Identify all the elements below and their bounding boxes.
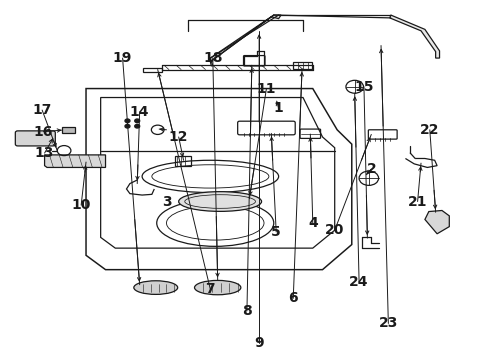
Text: 15: 15 <box>353 80 373 94</box>
Text: 18: 18 <box>203 51 222 65</box>
Text: 23: 23 <box>378 316 397 330</box>
Bar <box>293 62 311 69</box>
Bar <box>61 127 75 134</box>
FancyBboxPatch shape <box>15 131 55 146</box>
Polygon shape <box>210 15 281 62</box>
Circle shape <box>135 125 140 128</box>
Text: 19: 19 <box>113 51 132 65</box>
Text: 8: 8 <box>242 304 251 318</box>
Text: 5: 5 <box>271 225 281 239</box>
Text: 24: 24 <box>348 275 368 289</box>
Text: 6: 6 <box>288 291 298 305</box>
Text: 7: 7 <box>205 282 215 296</box>
Text: 4: 4 <box>307 216 317 230</box>
Text: 10: 10 <box>71 198 91 212</box>
Text: 1: 1 <box>273 101 283 115</box>
Text: 9: 9 <box>254 336 264 350</box>
Text: 12: 12 <box>168 130 188 144</box>
Circle shape <box>125 125 130 128</box>
Text: 2: 2 <box>366 162 375 176</box>
Polygon shape <box>389 15 439 58</box>
Circle shape <box>125 119 130 123</box>
Polygon shape <box>44 155 105 167</box>
Ellipse shape <box>194 280 241 295</box>
Ellipse shape <box>134 281 177 294</box>
Text: 22: 22 <box>419 123 439 137</box>
Polygon shape <box>424 211 448 234</box>
Text: 16: 16 <box>34 125 53 139</box>
Text: 11: 11 <box>256 82 276 95</box>
Circle shape <box>135 119 140 123</box>
Text: 3: 3 <box>162 194 171 208</box>
Text: 17: 17 <box>32 103 52 117</box>
Text: 21: 21 <box>407 194 427 208</box>
Bar <box>175 156 190 166</box>
Bar <box>143 68 161 72</box>
Text: 20: 20 <box>325 223 344 237</box>
Ellipse shape <box>178 192 261 211</box>
Text: 14: 14 <box>130 105 149 119</box>
Text: 13: 13 <box>35 146 54 160</box>
